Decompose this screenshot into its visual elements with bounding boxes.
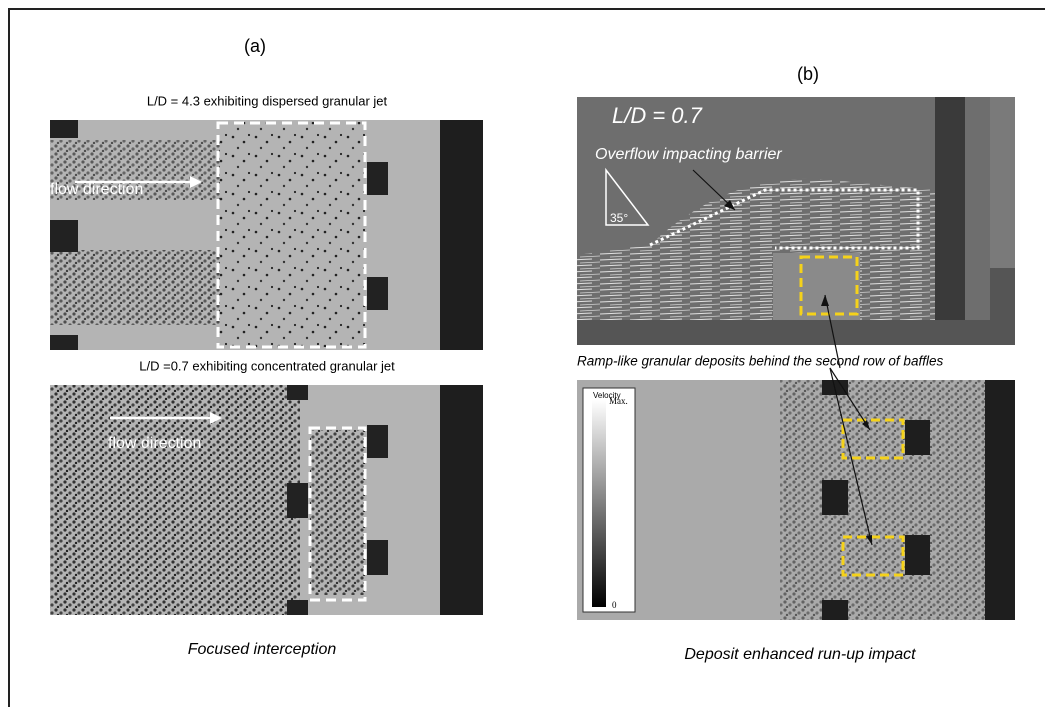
annotation: Ramp-like granular deposits behind the s…	[577, 354, 943, 369]
simulation-bottom	[50, 385, 483, 615]
panel-caption: Deposit enhanced run-up impact	[684, 646, 916, 663]
panel-label: (a)	[244, 36, 266, 56]
ratio-label: L/D = 0.7	[612, 103, 703, 128]
annotation: Overflow impacting barrier	[595, 146, 782, 163]
figure: (a) L/D = 4.3 exhibiting dispersed granu…	[0, 0, 1045, 707]
angle-label: 35°	[610, 211, 628, 225]
panel-caption: L/D =0.7 exhibiting concentrated granula…	[139, 358, 395, 373]
flow-label: flow direction	[108, 435, 201, 452]
page: (a) L/D = 4.3 exhibiting dispersed granu…	[0, 0, 1045, 707]
colorbar-max: Max.	[609, 396, 628, 406]
panel-caption: Focused interception	[188, 641, 337, 658]
flow-label: flow direction	[50, 181, 143, 198]
colorbar-min: 0	[612, 600, 617, 610]
panel-label: (b)	[797, 64, 819, 84]
simulation-top	[50, 120, 483, 350]
panel-caption: L/D = 4.3 exhibiting dispersed granular …	[147, 93, 388, 108]
simulation-side	[577, 97, 1015, 345]
